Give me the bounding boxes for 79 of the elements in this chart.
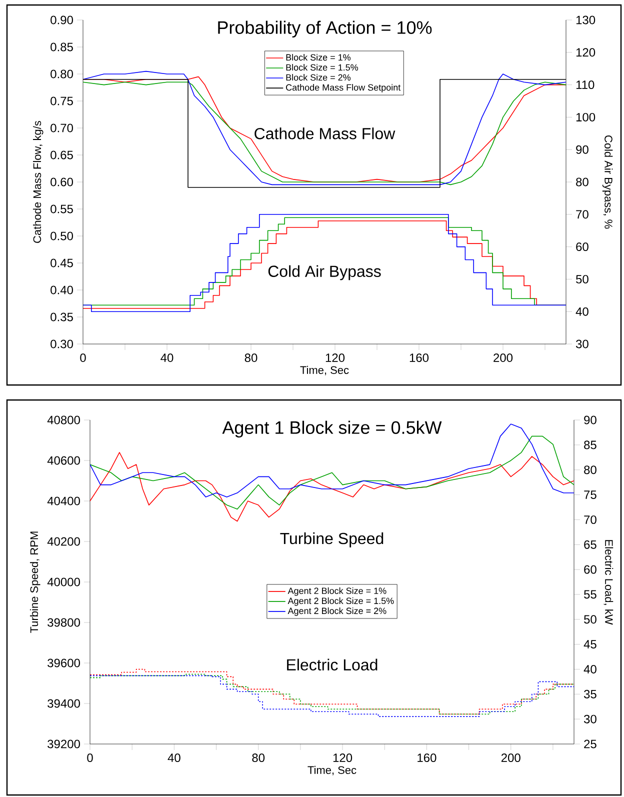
x-tick-label: 40 bbox=[168, 754, 180, 762]
x-axis-title: Time, Sec bbox=[308, 766, 356, 776]
legend-label: Cathode Mass Flow Setpoint bbox=[286, 84, 401, 92]
y2-tick-label: 40 bbox=[584, 664, 596, 674]
y-tick-label: 39800 bbox=[48, 618, 80, 627]
y-tick-label: 40000 bbox=[47, 578, 80, 586]
x-tick-label: 200 bbox=[494, 354, 513, 362]
y-tick-label: 0.50 bbox=[50, 232, 73, 240]
y-tick-label: 0.45 bbox=[50, 258, 73, 268]
y2-tick-label: 25 bbox=[584, 740, 596, 748]
y2-tick-label: 90 bbox=[584, 416, 596, 424]
y2-tick-label: 65 bbox=[584, 540, 596, 549]
legend-label: Agent 2 Block Size = 1.5% bbox=[288, 597, 394, 606]
x-tick-label: 200 bbox=[501, 754, 520, 762]
line-series bbox=[90, 452, 574, 522]
y-axis-title: Turbine Speed, RPM bbox=[30, 532, 40, 633]
annotation: Cold Air Bypass bbox=[268, 265, 381, 280]
y-tick-label: 0.90 bbox=[50, 16, 73, 24]
x-tick-label: 120 bbox=[326, 354, 345, 362]
y2-tick-label: 90 bbox=[576, 145, 588, 154]
legend-label: Block Size = 1.5% bbox=[286, 64, 358, 71]
x-tick-label: 40 bbox=[160, 354, 174, 362]
x-tick-label: 0 bbox=[80, 354, 86, 362]
x-tick-label: 160 bbox=[410, 354, 429, 362]
y-tick-label: 0.40 bbox=[50, 286, 73, 294]
y2-tick-label: 50 bbox=[576, 274, 588, 284]
y2-tick-label: 45 bbox=[584, 640, 596, 648]
y2-tick-label: 50 bbox=[584, 615, 596, 624]
y2-tick-label: 30 bbox=[576, 340, 588, 348]
y-tick-label: 40400 bbox=[47, 496, 80, 506]
x-tick-label: 120 bbox=[333, 754, 352, 762]
legend-label: Agent 2 Block Size = 1% bbox=[288, 587, 386, 596]
y2-tick-label: 110 bbox=[576, 80, 594, 90]
x-axis-title: Time, Sec bbox=[300, 366, 349, 376]
y-tick-label: 0.70 bbox=[50, 124, 73, 132]
y-tick-label: 40600 bbox=[47, 456, 80, 465]
y2-tick-label: 70 bbox=[576, 210, 588, 219]
y2-tick-label: 60 bbox=[584, 565, 596, 574]
y2-axis-title: Electric Load, kW bbox=[604, 540, 614, 625]
x-tick-label: 80 bbox=[244, 354, 258, 362]
chart-title: Agent 1 Block size = 0.5kW bbox=[222, 420, 442, 438]
y2-tick-label: 55 bbox=[584, 590, 596, 599]
y2-tick-label: 120 bbox=[576, 48, 596, 57]
x-tick-label: 160 bbox=[418, 754, 436, 762]
legend-label: Block Size = 2% bbox=[286, 74, 351, 81]
y-tick-label: 0.30 bbox=[50, 340, 73, 348]
y2-tick-label: 100 bbox=[576, 112, 596, 122]
y2-tick-label: 85 bbox=[584, 440, 596, 450]
y-tick-label: 0.35 bbox=[50, 312, 73, 322]
y-tick-label: 39600 bbox=[48, 658, 80, 668]
y2-tick-label: 70 bbox=[584, 515, 596, 524]
y-tick-label: 0.55 bbox=[50, 204, 73, 214]
legend-label: Block Size = 1% bbox=[286, 54, 351, 61]
y-tick-label: 0.85 bbox=[50, 42, 73, 52]
x-tick-label: 80 bbox=[252, 754, 265, 762]
y2-tick-label: 80 bbox=[584, 466, 596, 474]
y-tick-label: 40200 bbox=[47, 537, 80, 546]
y2-tick-label: 80 bbox=[576, 178, 588, 186]
annotation: Cathode Mass Flow bbox=[254, 128, 396, 140]
y-tick-label: 0.75 bbox=[50, 96, 73, 106]
y-tick-label: 0.80 bbox=[50, 70, 73, 78]
annotation: Turbine Speed bbox=[280, 532, 384, 548]
y2-tick-label: 60 bbox=[576, 242, 588, 252]
y2-tick-label: 30 bbox=[584, 714, 596, 724]
y2-tick-label: 130 bbox=[576, 16, 596, 24]
y2-axis-title: Cold Air Bypass, % bbox=[602, 135, 613, 229]
y-axis-title: Cathode Mass Flow, kg/s bbox=[32, 120, 44, 243]
y-tick-label: 40800 bbox=[47, 416, 80, 424]
y-tick-label: 39200 bbox=[48, 740, 80, 748]
y2-tick-label: 40 bbox=[576, 307, 588, 316]
y-tick-label: 0.65 bbox=[50, 150, 73, 160]
y2-tick-label: 35 bbox=[584, 690, 596, 698]
y2-tick-label: 75 bbox=[584, 490, 596, 499]
chart-title: Probability of Action = 10% bbox=[218, 20, 432, 38]
annotation: Electric Load bbox=[287, 658, 378, 670]
y-tick-label: 0.60 bbox=[50, 178, 73, 186]
x-tick-label: 0 bbox=[87, 754, 93, 762]
y-tick-label: 39400 bbox=[48, 699, 80, 708]
legend-label: Agent 2 Block Size = 2% bbox=[288, 607, 386, 616]
